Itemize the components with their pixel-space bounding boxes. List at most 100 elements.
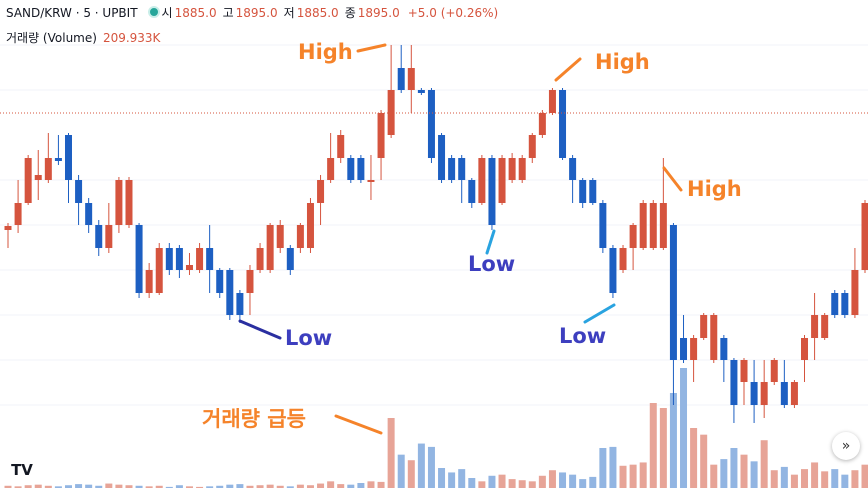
volume-bar [669,393,677,488]
volume-bar [14,486,22,488]
volume-bar [690,428,698,488]
candle-body [659,203,667,248]
annotation: High [298,40,353,64]
annotation: High [687,177,742,201]
volume-bar [34,484,42,488]
candle-body [518,158,526,180]
volume-bar [528,481,536,488]
candle-body [397,68,405,90]
volume-bar [649,403,657,488]
volume-bar [589,476,597,488]
volume-bar [599,448,607,488]
ohlc-label: 저 [283,6,295,20]
ohlc-value: 1895.0 [235,6,278,20]
volume-bar [498,474,506,488]
volume-bar [518,480,526,488]
volume-bar [790,474,798,488]
candle-body [75,180,83,203]
annotation-arrows [238,43,683,435]
candle-body [206,248,214,270]
candle-body [4,226,12,230]
candle-body [276,225,284,248]
candle-body [115,180,123,225]
candle-body [548,90,556,113]
candle-body [609,248,617,293]
volume-bar [407,460,415,488]
candle-body [185,265,193,270]
candle-body [216,270,224,293]
volume-bar [609,446,617,488]
candle-body [34,175,42,180]
volume-bar [639,462,647,488]
volume-bar [276,485,284,488]
candle-body [801,338,809,360]
candle-body [710,315,718,360]
candle-body [226,270,234,315]
candle-body [438,135,446,180]
candle-body [619,248,627,270]
candle-body [669,225,677,360]
volume-bar [135,485,143,488]
volume-bar [458,469,466,488]
candle-body [639,203,647,248]
candle-body [861,203,868,270]
change: +5.0 (+0.26%) [407,6,499,20]
candle-body [478,158,486,203]
volume-bar [417,443,425,488]
volume-bar [811,462,819,488]
candle-body [448,158,456,180]
volume-bar [619,465,627,488]
volume-bar [236,484,244,488]
candle-body [306,203,314,248]
candle-body [357,158,365,180]
candle-body [317,180,325,203]
candle-body [680,338,688,360]
candle-body [538,113,546,135]
ohlc-value: 1885.0 [296,6,339,20]
status-dot [147,6,160,18]
volume-bar [569,474,577,488]
volume-bar [357,483,365,488]
volume-bar [155,485,163,488]
logo[interactable]: TV [6,456,38,484]
candle-body [559,90,567,158]
candle-body [407,68,415,90]
annotation: High [595,50,650,74]
candle-body [427,90,435,158]
header: SAND/KRW · 5 · UPBIT 시 1885.0 고 1895.0 저 1885.… [6,4,504,21]
volume-bar [317,483,325,488]
candle-body [24,158,32,203]
candle-body [851,270,859,315]
candle-body [730,360,738,405]
candle-body [175,248,183,270]
candle-body [770,360,778,382]
volume-bar [196,486,204,488]
volume-bar [760,440,768,488]
volume-bar [337,484,345,488]
volume-bar [367,481,375,488]
candle-body [569,158,577,180]
scroll-button[interactable]: » [832,432,860,460]
volume-bar [246,485,254,488]
volume-bar [770,470,778,488]
volume-bar [286,486,294,488]
volume-bar [256,485,264,488]
volume-label: 거래량 (Volume) [6,31,97,45]
annotation: Low [559,324,607,348]
volume-bar [4,485,12,488]
candle-body [700,315,708,338]
grid [0,44,868,406]
volume-bar [216,485,224,488]
candle-body [256,248,264,270]
volume-bar [488,475,496,488]
candle-body [377,113,385,158]
candle-body [649,203,657,248]
volume-bar [579,479,587,488]
volume-bar [95,485,103,488]
volume-bar [296,484,304,488]
volume-bar [75,484,83,488]
candle-body [720,338,728,360]
candle-body [740,360,748,382]
candle-body [790,382,798,405]
volume-bar [780,466,788,488]
